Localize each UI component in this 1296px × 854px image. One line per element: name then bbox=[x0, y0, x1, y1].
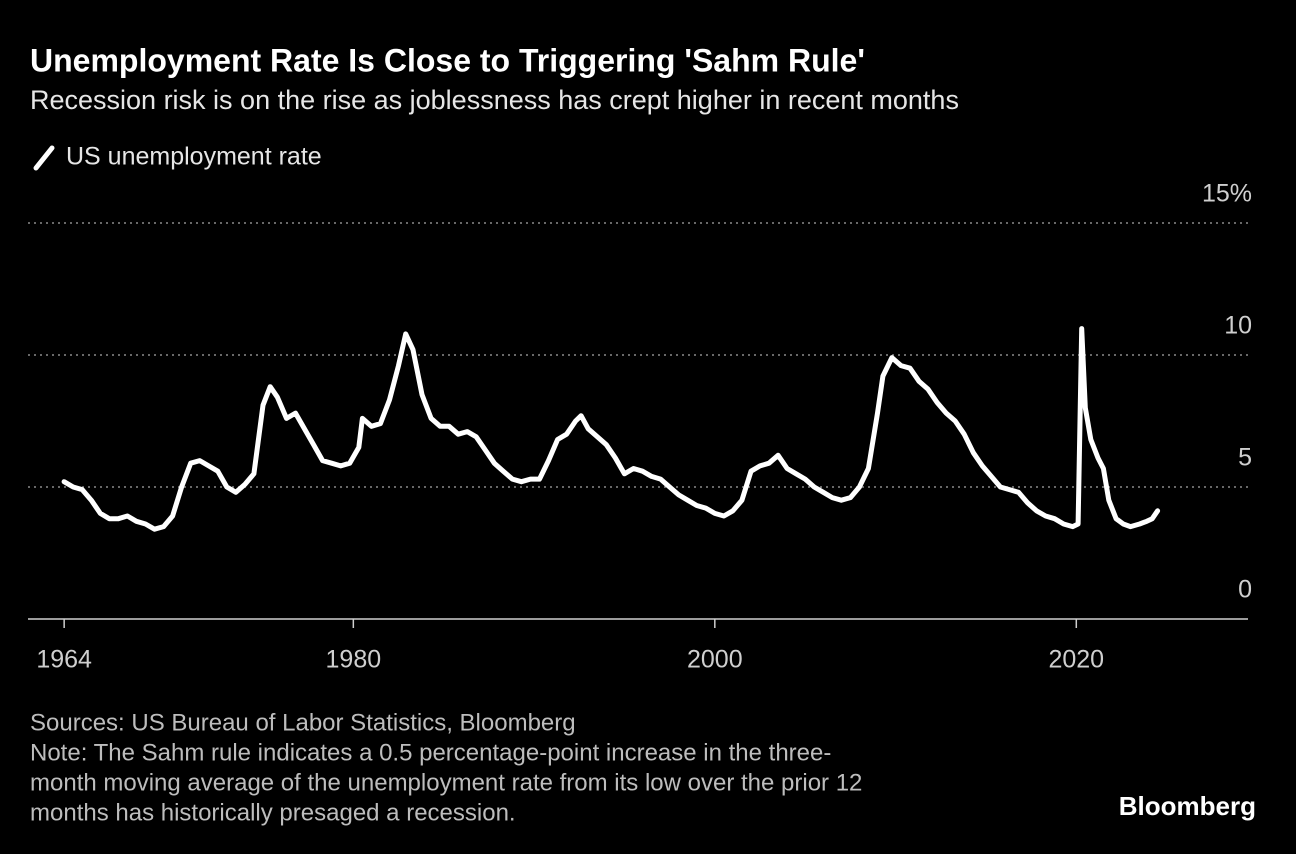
y-tick-label: 15% bbox=[1202, 180, 1252, 208]
x-tick-label: 1980 bbox=[326, 646, 382, 674]
note-line: Note: The Sahm rule indicates a 0.5 perc… bbox=[30, 739, 831, 766]
y-tick-label: 0 bbox=[1238, 576, 1252, 604]
note-line: months has historically presaged a reces… bbox=[30, 799, 516, 826]
y-tick-label: 5 bbox=[1238, 444, 1252, 472]
chart-subtitle: Recession risk is on the rise as jobless… bbox=[30, 85, 959, 115]
legend-swatch bbox=[33, 145, 55, 171]
chart-title: Unemployment Rate Is Close to Triggering… bbox=[30, 42, 865, 78]
note-line: month moving average of the unemployment… bbox=[30, 769, 862, 796]
brand: Bloomberg bbox=[1119, 791, 1256, 821]
source: Sources: US Bureau of Labor Statistics, … bbox=[30, 709, 576, 736]
x-tick-label: 2020 bbox=[1048, 646, 1104, 674]
x-tick-label: 1964 bbox=[36, 646, 92, 674]
x-tick-label: 2000 bbox=[687, 646, 743, 674]
y-tick-label: 10 bbox=[1224, 312, 1252, 340]
series-line bbox=[61, 326, 1161, 532]
legend-label: US unemployment rate bbox=[66, 143, 322, 171]
